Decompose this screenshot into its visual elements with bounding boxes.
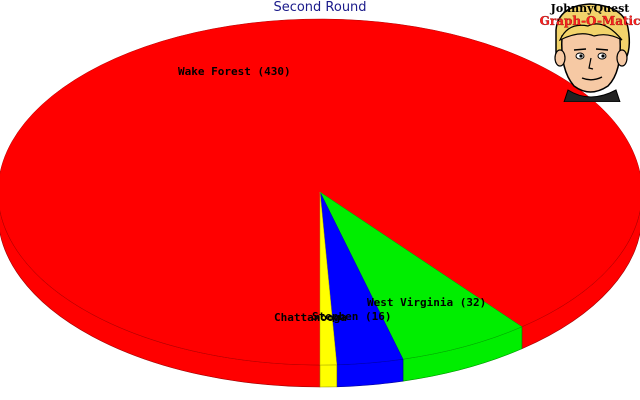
logo-line2: Graph-O-Matic [540, 14, 640, 28]
slice-label-west-virginia: West Virginia (32) [367, 296, 486, 309]
chart-title: Second Round [273, 0, 367, 15]
slice-label-wake-forest: Wake Forest (430) [178, 65, 291, 78]
slice-chattanooga [319, 191, 338, 366]
slice-label-stephen: Stephen (16) [312, 310, 391, 323]
slice-west-virginia [319, 191, 523, 360]
slice-side-chattanooga [319, 364, 338, 388]
pie-top [0, 18, 640, 366]
slice-label-chattanooga: Chattanooga [274, 311, 347, 324]
logo-line1: JohnnyQuest [550, 2, 631, 15]
pie-labels: Wake Forest (430) West Virginia (32)Steph… [178, 65, 486, 324]
graph-o-matic-logo: JohnnyQuest Graph-O-Matic [538, 0, 640, 103]
